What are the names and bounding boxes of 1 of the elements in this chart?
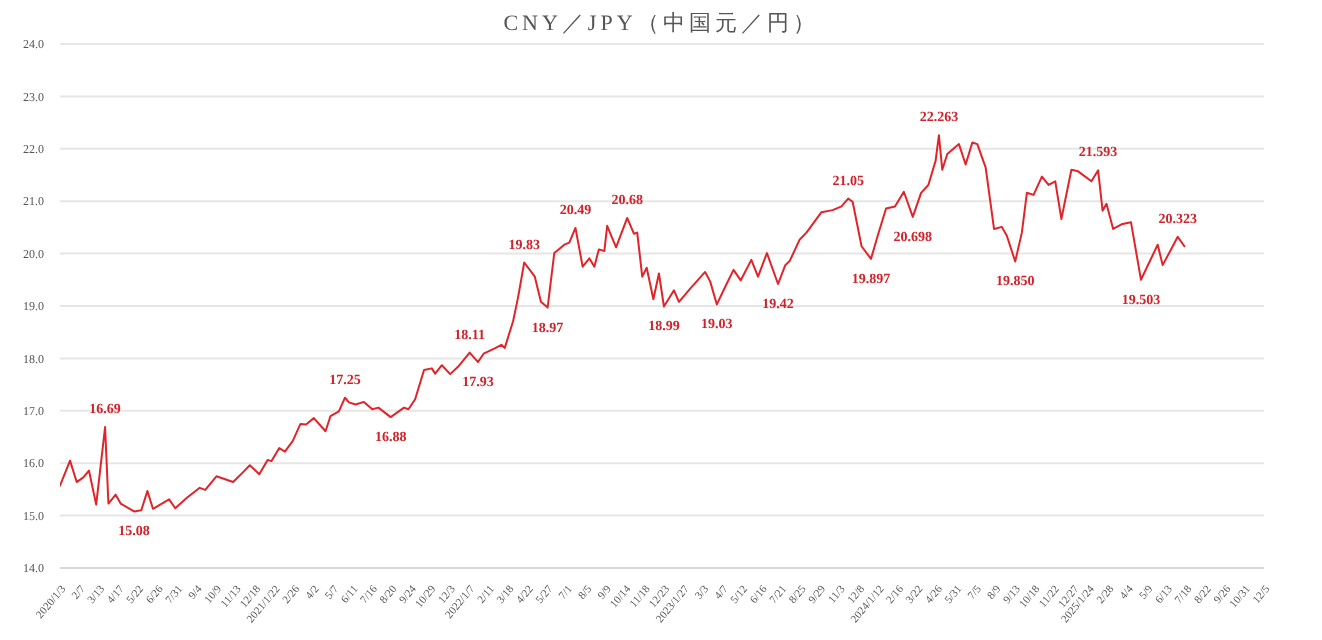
chart-title: CNY／JPY（中国元／円） bbox=[501, 10, 821, 38]
